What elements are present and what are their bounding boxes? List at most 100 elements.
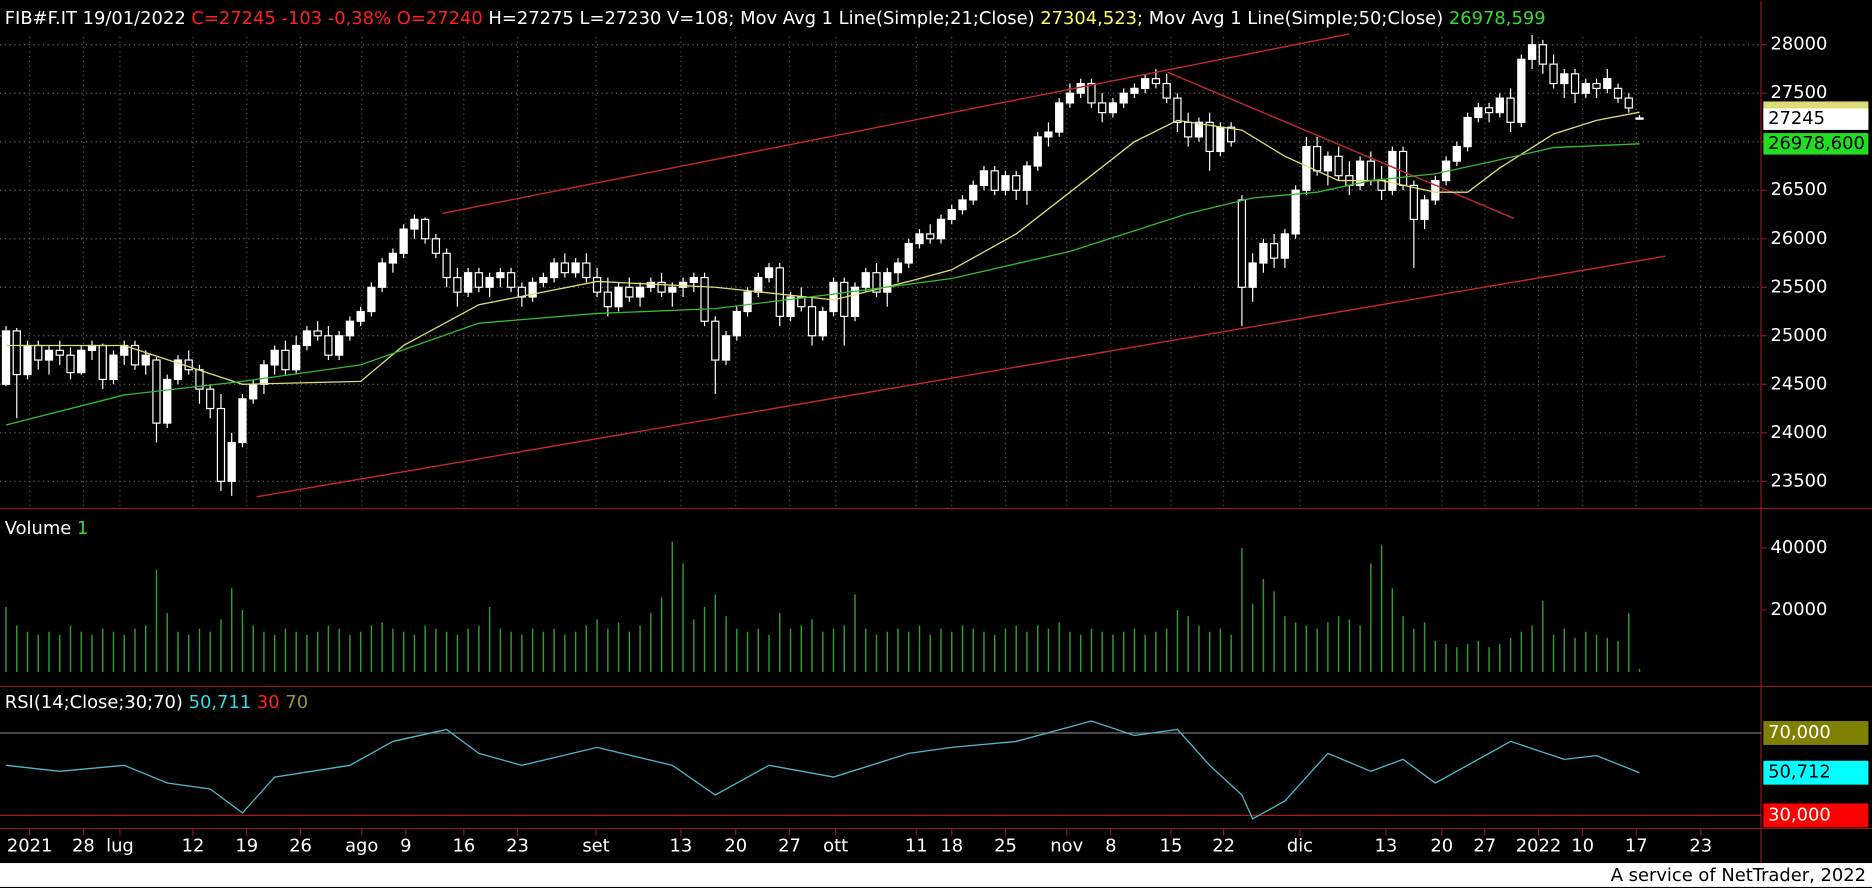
candle-body [1087, 82, 1096, 104]
candle-body [87, 344, 97, 351]
volume-bar [1617, 640, 1619, 673]
candle-body [1538, 44, 1547, 65]
volume-bar [413, 634, 416, 673]
volume-bar [1466, 644, 1469, 673]
title-part: FIB#F.IT 19/01/2022 [5, 8, 192, 29]
volume-bar [402, 631, 405, 673]
candle-body [990, 170, 999, 191]
candle-body [1237, 199, 1247, 288]
candle-body [12, 330, 21, 376]
volume-bar [16, 625, 18, 673]
volume-bar [1488, 647, 1490, 673]
candle-body [410, 218, 419, 230]
volume-bar [134, 628, 136, 673]
volume-bar [1144, 634, 1146, 673]
volume-bar [1090, 628, 1093, 673]
candle-body [1312, 145, 1322, 172]
x-tick-label: 28 [72, 835, 95, 856]
volume-bar [918, 625, 921, 673]
candle-body [442, 252, 451, 279]
candle-body [378, 262, 387, 288]
candle-body [163, 378, 172, 424]
x-tick-label: 12 [182, 835, 205, 856]
volume-bar [499, 628, 502, 673]
candle-body [66, 354, 75, 374]
candle-body [1603, 78, 1612, 89]
volume-bar [886, 631, 888, 673]
candle-body [1130, 87, 1139, 94]
candle-body [915, 233, 924, 245]
volume-bar [1531, 625, 1533, 673]
candle-body [431, 238, 441, 254]
candle-body [1248, 262, 1257, 288]
volume-bar [37, 634, 39, 673]
y-tick-label: 30,000 [1768, 804, 1831, 825]
candle-body [936, 218, 946, 240]
candle-body [1592, 82, 1601, 89]
candle-body [969, 184, 978, 201]
volume-bar [1638, 668, 1641, 673]
candle-body [34, 344, 43, 361]
candle-body [388, 252, 398, 264]
volume-bar [1595, 634, 1598, 673]
x-tick-label: 16 [452, 835, 475, 856]
x-tick-label: 23 [506, 835, 529, 856]
volume-bar [1241, 547, 1243, 673]
y-tick-label: 25500 [1771, 276, 1828, 297]
title-part: Volume [5, 518, 77, 539]
candle-body [1527, 44, 1537, 60]
candle-body [592, 276, 602, 293]
candle-body [1012, 175, 1021, 191]
volume-bar [327, 625, 330, 673]
candle-body [1022, 165, 1032, 191]
volume-bar [187, 634, 190, 673]
volume-bar [768, 634, 770, 673]
candle-body [1420, 199, 1429, 220]
volume-bar [198, 628, 201, 673]
volume-bar [1574, 637, 1576, 673]
volume-bar [746, 631, 749, 673]
volume-bar [983, 631, 985, 673]
x-tick-label: 9 [400, 835, 411, 856]
volume-bar [1176, 609, 1179, 673]
candle-body [786, 296, 795, 317]
ma50-marker [1763, 133, 1869, 155]
volume-bar [865, 628, 867, 673]
trend-line [1167, 71, 1515, 219]
volume-bar [424, 625, 426, 673]
candle-body [23, 344, 32, 376]
volume-bar [349, 634, 351, 673]
candle-body [1635, 117, 1644, 120]
candle-body [453, 276, 462, 293]
candle-body [711, 320, 720, 361]
title-part: Mov Avg 1 Line(Simple;21;Close) [734, 8, 1040, 29]
volume-bar [574, 631, 577, 673]
volume-bar [478, 625, 480, 673]
x-tick-label: ago [345, 835, 378, 856]
candle-body [1001, 175, 1010, 191]
candle-body [1291, 189, 1300, 235]
volume-bar [531, 628, 534, 673]
volume-bar [1251, 603, 1254, 673]
volume-bar [1434, 640, 1437, 673]
candle-body [979, 170, 989, 187]
volume-bar [1069, 631, 1071, 673]
candle-body [1613, 87, 1623, 99]
x-tick-label: 19 [235, 835, 258, 856]
title-part: Mov Avg 1 Line(Simple;50;Close) [1143, 8, 1449, 29]
x-tick-label: dic [1287, 835, 1313, 856]
candle-body [1474, 107, 1483, 119]
volume-bar [392, 628, 394, 673]
volume-bar [145, 625, 147, 673]
x-tick-label: 20 [1430, 835, 1453, 856]
y-tick-label: 70,000 [1768, 722, 1831, 743]
candle-body [732, 310, 741, 337]
x-tick-label: 10 [1571, 835, 1594, 856]
candle-body [496, 272, 505, 279]
y-tick-label: 40000 [1771, 537, 1828, 558]
candle-body [1205, 121, 1214, 153]
x-tick-label: 17 [1625, 835, 1648, 856]
title-part: 70 [280, 692, 308, 713]
volume-bar [1122, 631, 1125, 673]
